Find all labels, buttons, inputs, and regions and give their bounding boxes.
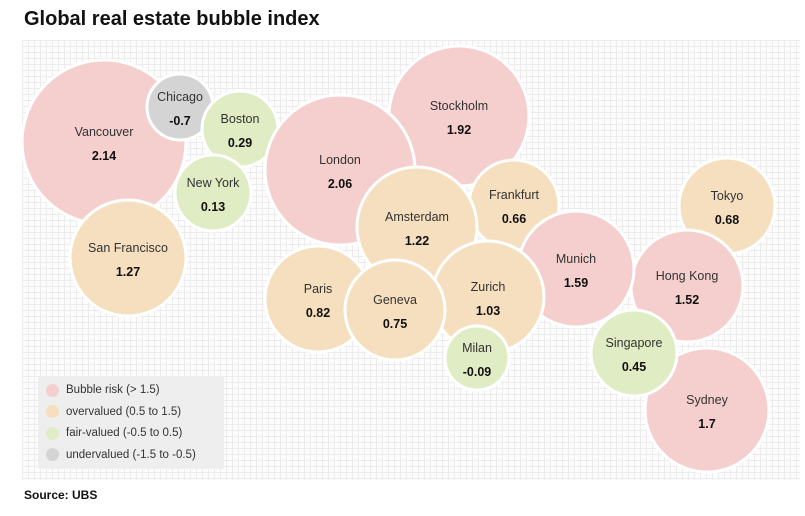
value-label-milan: -0.09 [463,365,492,379]
legend-item-fair: fair-valued (-0.5 to 0.5) [46,424,182,442]
value-label-frankfurt: 0.66 [502,212,526,226]
city-label-tokyo: Tokyo [711,189,744,203]
value-label-singapore: 0.45 [622,360,646,374]
city-label-chicago: Chicago [157,90,203,104]
bubble-circle-milan [443,324,511,392]
city-label-frankfurt: Frankfurt [489,188,540,202]
bubble-sydney: Sydney 1.7 [643,346,771,474]
value-label-geneva: 0.75 [383,317,407,331]
value-label-chicago: -0.7 [169,114,191,128]
city-label-hong-kong: Hong Kong [656,269,719,283]
bubble-san-francisco: San Francisco 1.27 [68,198,188,318]
city-label-singapore: Singapore [606,336,663,350]
legend-swatch-fair [46,426,59,440]
city-label-san-francisco: San Francisco [88,241,168,255]
bubble-new-york: New York 0.13 [173,153,253,233]
city-label-vancouver: Vancouver [75,125,134,139]
city-label-stockholm: Stockholm [430,99,488,113]
city-label-sydney: Sydney [686,393,728,407]
value-label-london: 2.06 [328,177,352,191]
bubble-circle-singapore [589,308,679,398]
value-label-boston: 0.29 [228,136,252,150]
legend-label: fair-valued (-0.5 to 0.5) [66,427,183,439]
city-label-new-york: New York [187,176,241,190]
bubble-paris: Paris 0.82 [263,244,373,354]
city-label-zurich: Zurich [471,280,506,294]
legend-swatch-bubble [46,383,59,397]
bubble-chicago: Chicago -0.7 [145,72,215,142]
value-label-san-francisco: 1.27 [116,265,140,279]
value-label-sydney: 1.7 [698,417,715,431]
legend-label: undervalued (-1.5 to -0.5) [66,448,196,461]
value-label-munich: 1.59 [564,276,588,290]
legend: Bubble risk (> 1.5) overvalued (0.5 to 1.… [38,377,224,469]
bubble-milan: Milan -0.09 [443,324,511,392]
source-note: Source: UBS [24,488,98,502]
city-label-london: London [319,153,361,167]
city-label-amsterdam: Amsterdam [385,210,449,224]
legend-swatch-undervalued [46,448,59,461]
city-label-milan: Milan [462,341,492,355]
bubble-hong-kong: Hong Kong 1.52 [629,228,745,344]
bubble-circle-san-francisco [68,198,188,318]
bubble-circle-new-york [173,153,253,233]
legend-item-bubble: Bubble risk (> 1.5) [46,381,160,399]
city-label-paris: Paris [304,282,332,296]
value-label-tokyo: 0.68 [715,213,739,227]
bubble-circle-geneva [343,258,447,362]
bubble-geneva: Geneva 0.75 [343,258,447,362]
city-label-geneva: Geneva [373,293,417,307]
bubble-vancouver: Vancouver 2.14 [20,58,188,226]
legend-swatch-overvalued [46,405,59,418]
value-label-hong-kong: 1.52 [675,293,699,307]
legend-label: Bubble risk (> 1.5) [66,384,160,396]
bubble-singapore: Singapore 0.45 [589,308,679,398]
legend-item-undervalued: undervalued (-1.5 to -0.5) [46,446,196,464]
value-label-amsterdam: 1.22 [405,234,429,248]
value-label-zurich: 1.03 [476,304,500,318]
value-label-new-york: 0.13 [201,200,225,214]
legend-item-overvalued: overvalued (0.5 to 1.5) [46,403,181,421]
bubble-tokyo: Tokyo 0.68 [677,156,777,256]
bubble-circle-sydney [643,346,771,474]
value-label-paris: 0.82 [306,306,330,320]
city-label-munich: Munich [556,252,596,266]
legend-label: overvalued (0.5 to 1.5) [66,405,182,418]
chart-title: Global real estate bubble index [24,8,320,30]
value-label-vancouver: 2.14 [92,149,116,163]
city-label-boston: Boston [221,112,260,126]
value-label-stockholm: 1.92 [447,123,471,137]
